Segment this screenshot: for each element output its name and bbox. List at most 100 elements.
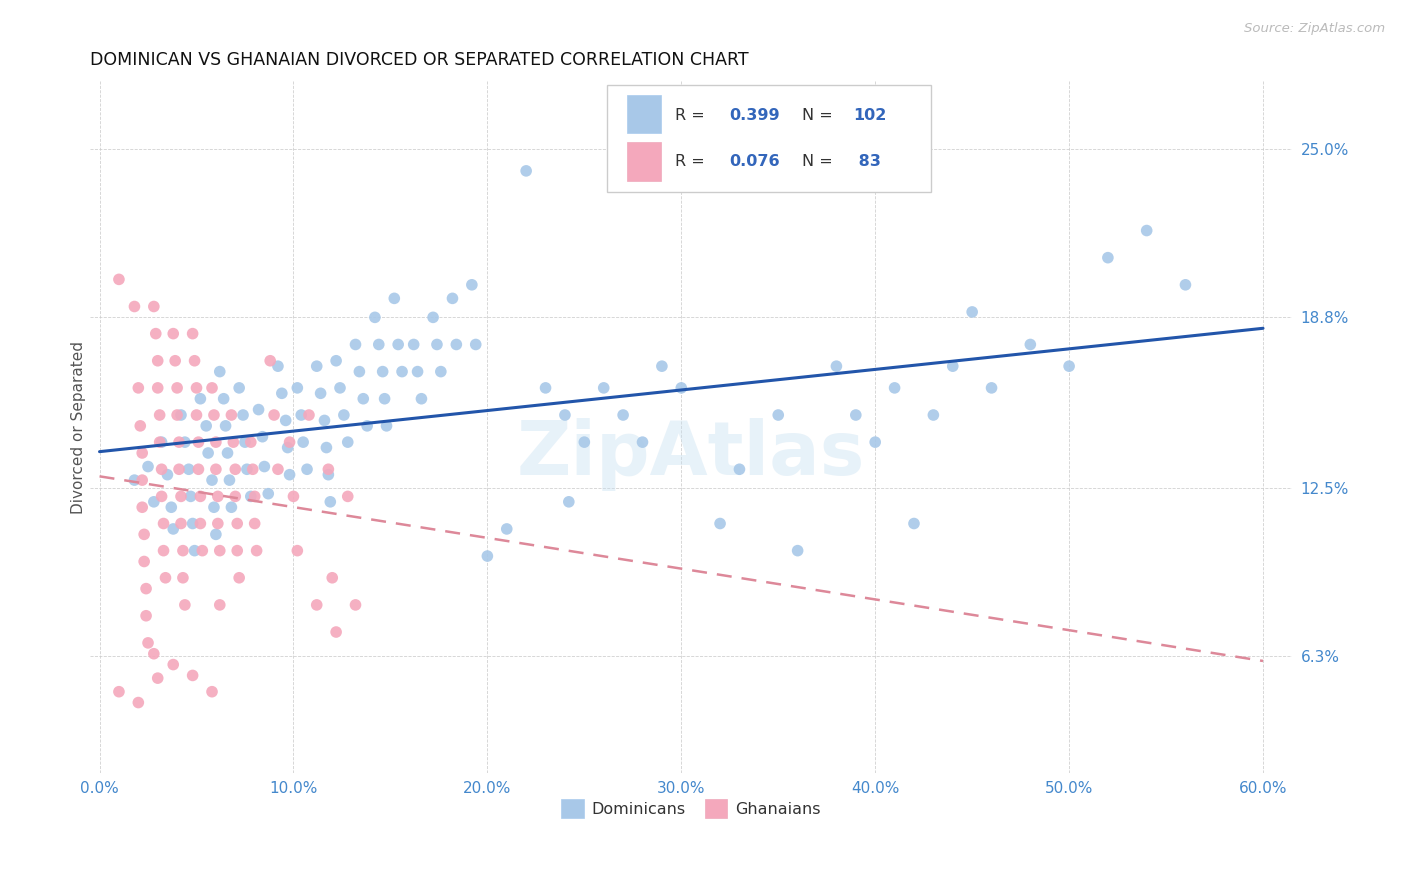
Point (146, 353, 169, 368)
Point (446, 337, 468, 351)
Point (825, 359, 848, 374)
Point (305, 598, 328, 612)
Point (728, 462, 751, 476)
Text: Source: ZipAtlas.com: Source: ZipAtlas.com (1244, 22, 1385, 36)
Point (173, 598, 195, 612)
Point (212, 392, 235, 406)
Point (246, 543, 269, 558)
Point (183, 543, 205, 558)
Point (285, 543, 308, 558)
Point (786, 543, 808, 558)
Point (375, 418, 398, 433)
Point (1019, 337, 1042, 351)
Point (108, 272, 131, 286)
Point (387, 337, 409, 351)
Point (1136, 223, 1159, 237)
Point (162, 326, 184, 341)
Point (364, 310, 387, 325)
Point (336, 489, 359, 503)
Point (135, 582, 157, 596)
Point (208, 365, 231, 379)
Point (226, 543, 249, 558)
Point (422, 310, 444, 325)
Point (592, 381, 614, 395)
Point (344, 598, 367, 612)
Point (382, 291, 405, 305)
Point (170, 516, 193, 531)
Point (197, 446, 219, 460)
Point (195, 418, 218, 433)
Text: R =: R = (675, 108, 710, 123)
Point (224, 462, 246, 476)
Point (146, 671, 169, 685)
Point (187, 462, 209, 476)
Point (142, 647, 165, 661)
Point (152, 543, 174, 558)
Point (150, 462, 173, 476)
Point (292, 435, 315, 450)
Point (283, 489, 305, 503)
Point (170, 408, 193, 422)
Point (325, 353, 347, 368)
Point (612, 408, 634, 422)
Text: 0.076: 0.076 (730, 154, 780, 169)
Point (309, 386, 332, 401)
Point (883, 381, 905, 395)
Point (136, 459, 159, 474)
Point (160, 500, 183, 515)
Point (205, 527, 228, 541)
Point (671, 381, 693, 395)
Legend: Dominicans, Ghanaians: Dominicans, Ghanaians (555, 793, 827, 824)
Point (441, 291, 464, 305)
Point (290, 408, 312, 422)
Point (221, 500, 243, 515)
Point (319, 495, 342, 509)
Point (149, 408, 172, 422)
Point (167, 462, 190, 476)
Text: 102: 102 (853, 108, 887, 123)
Point (190, 489, 212, 503)
Point (127, 381, 149, 395)
Text: 0.399: 0.399 (730, 108, 780, 123)
Point (136, 636, 159, 650)
Point (150, 435, 173, 450)
Point (208, 543, 231, 558)
Point (233, 435, 256, 450)
Point (426, 337, 449, 351)
Bar (627, 143, 661, 180)
Point (374, 392, 396, 406)
Point (228, 571, 250, 585)
Point (201, 473, 224, 487)
Point (201, 381, 224, 395)
Point (142, 495, 165, 509)
Point (162, 522, 184, 536)
Point (314, 413, 336, 427)
Point (207, 489, 229, 503)
Point (270, 386, 292, 401)
Point (325, 625, 347, 640)
Point (305, 359, 328, 374)
Point (134, 527, 156, 541)
Point (166, 408, 188, 422)
Point (181, 516, 204, 531)
Point (1057, 359, 1080, 374)
Point (142, 300, 165, 314)
Point (165, 353, 187, 368)
Point (145, 326, 167, 341)
Point (239, 489, 262, 503)
Bar (627, 95, 661, 134)
FancyBboxPatch shape (607, 85, 931, 192)
Point (205, 435, 228, 450)
Point (922, 408, 945, 422)
Point (162, 657, 184, 672)
Text: N =: N = (801, 154, 838, 169)
Point (214, 418, 236, 433)
Point (190, 516, 212, 531)
Point (236, 462, 259, 476)
Point (558, 495, 581, 509)
Point (207, 516, 229, 531)
Point (333, 408, 356, 422)
Point (124, 300, 146, 314)
Y-axis label: Divorced or Separated: Divorced or Separated (72, 341, 86, 514)
Point (226, 516, 249, 531)
